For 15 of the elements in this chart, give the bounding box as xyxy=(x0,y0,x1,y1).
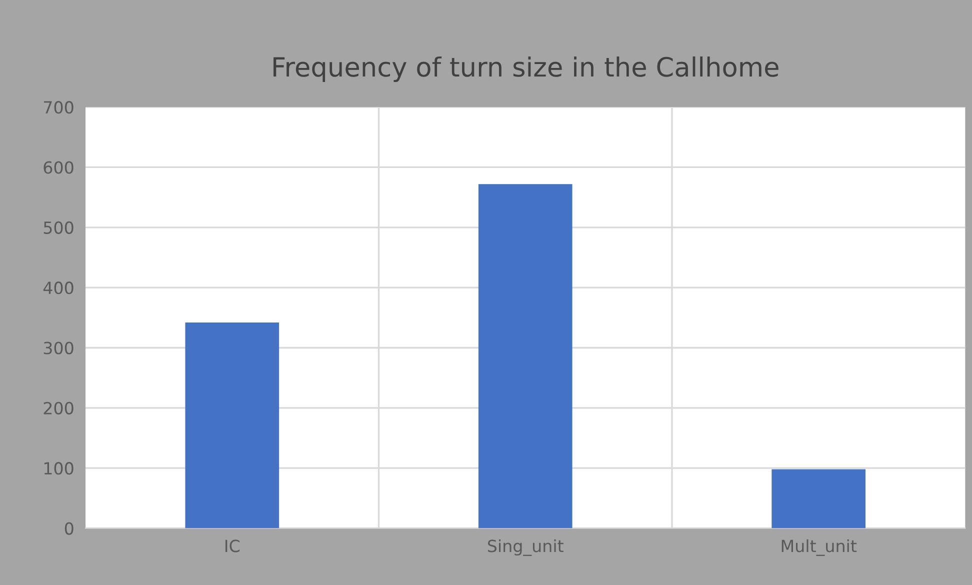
y-tick-label: 0 xyxy=(64,522,74,535)
bar xyxy=(772,469,866,528)
y-tick-label: 400 xyxy=(43,282,74,294)
y-tick-label: 700 xyxy=(44,101,74,114)
x-tick-label: Sing_unit xyxy=(488,539,564,556)
y-tick-label: 100 xyxy=(44,462,74,475)
x-tick-label: IC xyxy=(226,540,240,552)
chart-title: Frequency of turn size in the Callhome xyxy=(274,56,778,82)
y-tick-label: 300 xyxy=(44,342,74,354)
y-tick-label: 600 xyxy=(44,161,74,174)
bar xyxy=(478,184,572,528)
y-tick-label: 500 xyxy=(44,221,74,234)
bar xyxy=(185,322,280,528)
y-tick-label: 200 xyxy=(44,402,74,414)
x-tick-label: Mult_unit xyxy=(782,539,857,556)
